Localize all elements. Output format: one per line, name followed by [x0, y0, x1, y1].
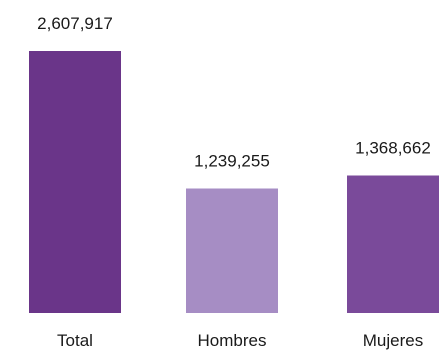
bar-total: [29, 51, 121, 313]
value-label-hombres: 1,239,255: [194, 152, 270, 171]
value-labels-group: 2,607,917 1,239,255 1,368,662: [37, 14, 431, 171]
bar-mujeres: [347, 175, 439, 313]
category-label-mujeres: Mujeres: [363, 331, 423, 350]
value-label-mujeres: 1,368,662: [355, 138, 431, 157]
category-label-total: Total: [57, 331, 93, 350]
category-labels-group: Total Hombres Mujeres: [57, 331, 423, 350]
value-label-total: 2,607,917: [37, 14, 113, 33]
bar-hombres: [186, 188, 278, 313]
category-label-hombres: Hombres: [198, 331, 267, 350]
bars-group: [29, 51, 439, 313]
